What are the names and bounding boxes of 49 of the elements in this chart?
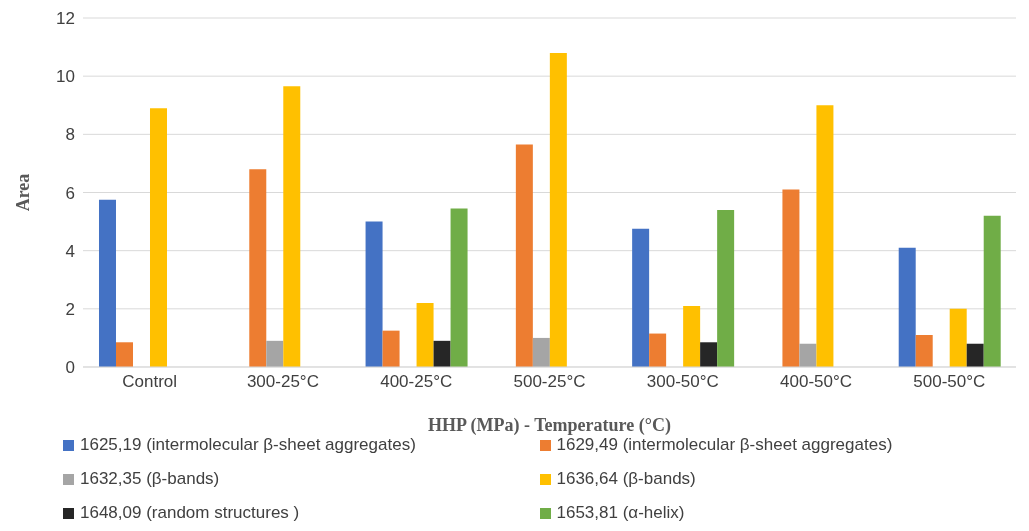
bar — [649, 333, 667, 367]
x-tick-label: 300-50°C — [646, 372, 719, 392]
bar — [249, 169, 267, 367]
bar — [915, 335, 933, 367]
bar — [782, 189, 800, 367]
bar — [515, 144, 533, 367]
bar — [98, 199, 116, 367]
legend-label: 1629,49 (intermolecular β-sheet aggregates) — [556, 435, 893, 455]
y-tick-label: 0 — [65, 358, 75, 378]
bar — [115, 342, 133, 367]
bar — [949, 308, 967, 367]
bar — [966, 343, 984, 367]
bar — [382, 330, 400, 367]
bar — [816, 105, 834, 367]
bar — [683, 305, 701, 367]
y-tick-label: 2 — [65, 299, 75, 319]
legend-label: 1632,35 (β-bands) — [80, 469, 220, 489]
x-axis-title: HHP (MPa) - Temperature (°C) — [428, 415, 671, 436]
y-tick-label: 4 — [65, 241, 75, 261]
bar — [799, 343, 817, 367]
legend-label: 1636,64 (β-bands) — [556, 469, 696, 489]
x-tick-label: 400-50°C — [780, 372, 853, 392]
bar — [149, 108, 167, 367]
bar — [433, 340, 451, 367]
x-tick-label: 500-50°C — [913, 372, 986, 392]
bar — [549, 52, 567, 367]
bar — [266, 340, 284, 367]
y-axis-title: Area — [13, 173, 34, 212]
y-tick-label: 10 — [56, 67, 75, 87]
bar — [450, 208, 468, 367]
legend-label: 1648,09 (random structures ) — [80, 503, 300, 523]
bar — [416, 303, 434, 367]
bar — [983, 215, 1001, 367]
y-tick-label: 6 — [65, 183, 75, 203]
x-tick-label: Control — [122, 372, 178, 392]
bar — [283, 86, 301, 367]
y-tick-label: 12 — [56, 9, 75, 29]
y-tick-label: 8 — [65, 125, 75, 145]
bar — [717, 209, 735, 367]
bar — [365, 221, 383, 367]
bar — [898, 247, 916, 367]
bar — [532, 337, 550, 367]
bar — [700, 342, 718, 367]
x-tick-label: 500-25°C — [513, 372, 586, 392]
bar — [632, 228, 650, 367]
legend-label: 1653,81 (α-helix) — [556, 503, 685, 523]
legend-label: 1625,19 (intermolecular β-sheet aggregates) — [80, 435, 416, 455]
x-tick-label: 400-25°C — [380, 372, 453, 392]
x-tick-label: 300-25°C — [246, 372, 319, 392]
